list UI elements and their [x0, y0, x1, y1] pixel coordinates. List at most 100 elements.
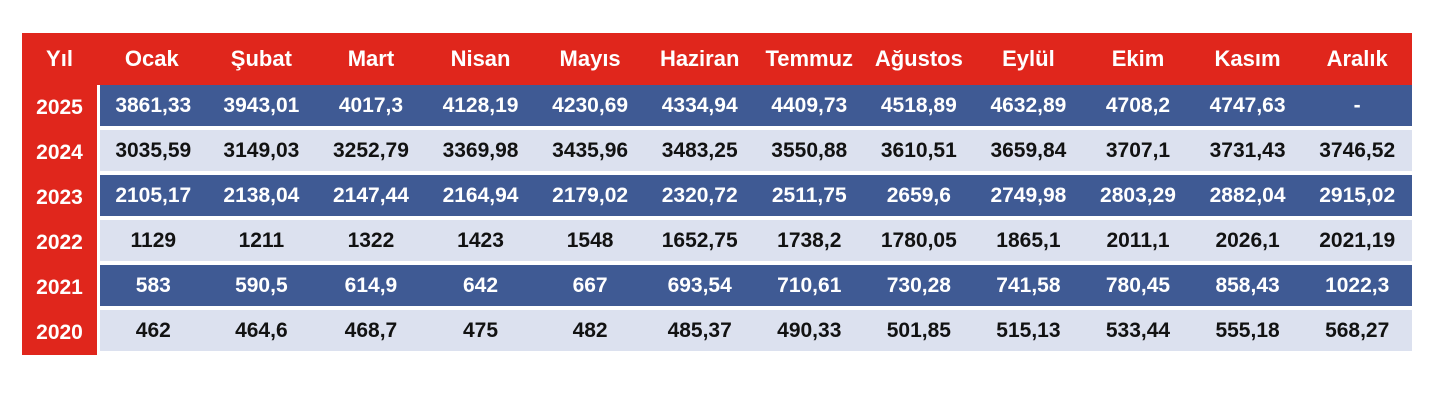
value-cell: 3943,01 [206, 85, 317, 130]
column-header-month: Mayıs [535, 33, 645, 85]
value-cell: 3610,51 [864, 130, 974, 175]
column-header-year: Yıl [22, 33, 97, 85]
value-cell: 1652,75 [644, 220, 755, 265]
value-cell: 568,27 [1302, 310, 1412, 355]
year-cell: 2024 [22, 130, 97, 175]
table-row: 2022 1129 1211 1322 1423 1548 1652,75 1738,2 178… [22, 220, 1412, 265]
value-cell: 667 [535, 265, 645, 310]
value-cell: - [1302, 85, 1412, 130]
value-cell: 3659,84 [973, 130, 1084, 175]
value-cell: 693,54 [644, 265, 755, 310]
year-cell: 2023 [22, 175, 97, 220]
year-cell: 2020 [22, 310, 97, 355]
value-cell: 741,58 [973, 265, 1084, 310]
value-cell: 614,9 [316, 265, 426, 310]
value-cell: 730,28 [864, 265, 974, 310]
value-cell: 2105,17 [97, 175, 207, 220]
value-cell: 2803,29 [1083, 175, 1193, 220]
column-header-month: Mart [316, 33, 426, 85]
value-cell: 3149,03 [206, 130, 317, 175]
value-cell: 555,18 [1192, 310, 1303, 355]
column-header-month: Nisan [425, 33, 536, 85]
value-cell: 533,44 [1083, 310, 1193, 355]
value-cell: 2915,02 [1302, 175, 1412, 220]
value-cell: 485,37 [644, 310, 755, 355]
value-cell: 1423 [425, 220, 536, 265]
value-cell: 1022,3 [1302, 265, 1412, 310]
value-cell: 4518,89 [864, 85, 974, 130]
value-cell: 2882,04 [1192, 175, 1303, 220]
value-cell: 1738,2 [754, 220, 865, 265]
value-cell: 2011,1 [1083, 220, 1193, 265]
value-cell: 1211 [206, 220, 317, 265]
yearly-monthly-values-table: Yıl Ocak Şubat Mart Nisan Mayıs Haziran Temmuz… [22, 33, 1412, 355]
column-header-month: Temmuz [754, 33, 865, 85]
value-cell: 2021,19 [1302, 220, 1412, 265]
value-cell: 462 [97, 310, 207, 355]
value-cell: 3369,98 [425, 130, 536, 175]
value-cell: 4334,94 [644, 85, 755, 130]
value-cell: 583 [97, 265, 207, 310]
value-cell: 1129 [97, 220, 207, 265]
value-cell: 464,6 [206, 310, 317, 355]
value-cell: 710,61 [754, 265, 865, 310]
value-cell: 3731,43 [1192, 130, 1303, 175]
value-cell: 3483,25 [644, 130, 755, 175]
value-cell: 1865,1 [973, 220, 1084, 265]
column-header-month: Aralık [1302, 33, 1412, 85]
value-cell: 1548 [535, 220, 645, 265]
value-cell: 501,85 [864, 310, 974, 355]
value-cell: 780,45 [1083, 265, 1193, 310]
value-cell: 2147,44 [316, 175, 426, 220]
value-cell: 2320,72 [644, 175, 755, 220]
year-cell: 2021 [22, 265, 97, 310]
value-cell: 3746,52 [1302, 130, 1412, 175]
value-cell: 2138,04 [206, 175, 317, 220]
value-cell: 3707,1 [1083, 130, 1193, 175]
value-cell: 2511,75 [754, 175, 865, 220]
value-cell: 4409,73 [754, 85, 865, 130]
column-header-month: Şubat [206, 33, 317, 85]
value-cell: 2164,94 [425, 175, 536, 220]
table-row: 2021 583 590,5 614,9 642 667 693,54 710,61 730,2… [22, 265, 1412, 310]
column-header-month: Kasım [1192, 33, 1303, 85]
value-cell: 475 [425, 310, 536, 355]
value-cell: 1322 [316, 220, 426, 265]
value-cell: 2659,6 [864, 175, 974, 220]
value-cell: 858,43 [1192, 265, 1303, 310]
column-header-month: Haziran [644, 33, 755, 85]
table-row: 2023 2105,17 2138,04 2147,44 2164,94 2179,02 2… [22, 175, 1412, 220]
value-cell: 4230,69 [535, 85, 645, 130]
column-header-month: Ağustos [864, 33, 974, 85]
header-row: Yıl Ocak Şubat Mart Nisan Mayıs Haziran Temmuz… [22, 33, 1412, 85]
value-cell: 4747,63 [1192, 85, 1303, 130]
value-cell: 3252,79 [316, 130, 426, 175]
column-header-month: Ekim [1083, 33, 1193, 85]
value-cell: 3861,33 [97, 85, 207, 130]
value-cell: 4632,89 [973, 85, 1084, 130]
column-header-month: Eylül [973, 33, 1084, 85]
value-cell: 3550,88 [754, 130, 865, 175]
value-cell: 4708,2 [1083, 85, 1193, 130]
value-cell: 4017,3 [316, 85, 426, 130]
value-cell: 3035,59 [97, 130, 207, 175]
table-row: 2024 3035,59 3149,03 3252,79 3369,98 3435,96 3… [22, 130, 1412, 175]
year-cell: 2025 [22, 85, 97, 130]
page: Yıl Ocak Şubat Mart Nisan Mayıs Haziran Temmuz… [22, 33, 1412, 355]
column-header-month: Ocak [97, 33, 207, 85]
value-cell: 482 [535, 310, 645, 355]
value-cell: 468,7 [316, 310, 426, 355]
year-cell: 2022 [22, 220, 97, 265]
value-cell: 4128,19 [425, 85, 536, 130]
table-row: 2025 3861,33 3943,01 4017,3 4128,19 4230,69 43… [22, 85, 1412, 130]
value-cell: 490,33 [754, 310, 865, 355]
value-cell: 2179,02 [535, 175, 645, 220]
value-cell: 642 [425, 265, 536, 310]
value-cell: 2749,98 [973, 175, 1084, 220]
value-cell: 2026,1 [1192, 220, 1303, 265]
value-cell: 1780,05 [864, 220, 974, 265]
value-cell: 515,13 [973, 310, 1084, 355]
table-row: 2020 462 464,6 468,7 475 482 485,37 490,33 501,8… [22, 310, 1412, 355]
value-cell: 590,5 [206, 265, 317, 310]
value-cell: 3435,96 [535, 130, 645, 175]
